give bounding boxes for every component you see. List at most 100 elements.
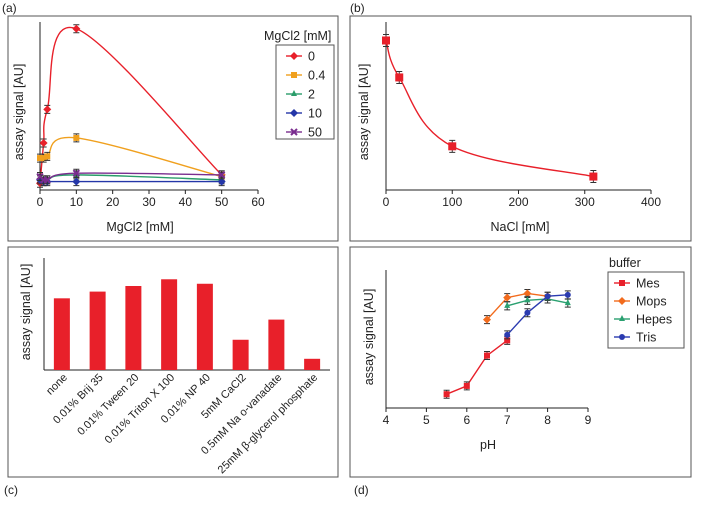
panel-d-legend-title: buffer: [609, 256, 641, 270]
panel-c-bar-1: [89, 291, 106, 370]
panel-d-xtick-label: 6: [463, 413, 470, 427]
panel-label-c: (c): [4, 483, 18, 497]
panel-a-legend-label: 0.4: [308, 69, 325, 83]
panel-d-legend-swatch-hepes: [619, 315, 625, 321]
panel-a-series-line-0: [39, 26, 223, 184]
panel-d-point-mes: [443, 391, 450, 398]
panel-a-legend-title: MgCl2 [mM]: [264, 29, 331, 43]
panel-d-point-tris: [524, 309, 531, 316]
panel-a-legend-box: [275, 44, 335, 140]
panel-c-bar-7: [304, 358, 321, 370]
panel-d-point-hepes: [564, 299, 571, 306]
panel-d-xtick-label: 4: [383, 413, 390, 427]
panel-a-legend-swatch-10: [290, 109, 298, 117]
panel-a-xtick-label: 50: [215, 195, 229, 209]
panel-a-xtick-label: 0: [37, 195, 44, 209]
panel-b-xtick-label: 300: [575, 195, 595, 209]
panel-d-xtick-label: 7: [504, 413, 511, 427]
panel-d-legend-label: Hepes: [636, 313, 672, 327]
panel-c-bar-0: [53, 298, 70, 370]
panel-a-point-10: [217, 177, 226, 186]
panel-c-ylabel: assay signal [AU]: [19, 264, 33, 361]
panel-a-point-0: [43, 105, 52, 114]
panel-a-xtick-label: 40: [179, 195, 193, 209]
panel-d-legend-label: Mes: [636, 277, 660, 291]
panel-d-legend-swatch-tris: [619, 334, 625, 340]
panel-a-legend-swatch-0: [290, 52, 298, 60]
panel-d-xtick-label: 9: [585, 413, 592, 427]
panel-label-b: (b): [350, 1, 365, 15]
panel-a-series-line-0.4: [39, 136, 222, 178]
panel-b-ylabel: assay signal [AU]: [357, 64, 371, 161]
panel-a-point-50: [43, 176, 51, 184]
panel-d-frame: [349, 246, 692, 478]
panel-a-xtick-label: 30: [142, 195, 156, 209]
panel-c-bar-2: [125, 286, 142, 370]
panel-d-point-mops: [523, 289, 532, 298]
panel-a-series-line-2: [39, 174, 222, 183]
panel-a-xtick-label: 20: [106, 195, 120, 209]
panel-d-point-tris: [564, 291, 571, 298]
panel-d-point-tris: [504, 331, 511, 338]
panel-label-a: (a): [2, 1, 17, 15]
panel-d-point-tris: [544, 293, 551, 300]
panel-c-bar-4: [196, 283, 213, 370]
panel-b-point-nacl: [395, 73, 404, 82]
panel-c-frame: [7, 246, 339, 478]
panel-d-series-line-mops: [486, 292, 548, 321]
panel-b-frame: [349, 15, 692, 242]
panel-a-xlabel: MgCl2 [mM]: [106, 220, 173, 234]
panel-a-legend-swatch-50: [290, 128, 298, 136]
panel-d-series-line-mes: [446, 339, 508, 395]
panel-a-xtick-label: 60: [251, 195, 265, 209]
panel-d-xtick-label: 8: [544, 413, 551, 427]
panel-d-point-mops: [503, 293, 512, 302]
panel-d-xtick-label: 5: [423, 413, 430, 427]
panel-b-xtick-label: 100: [442, 195, 462, 209]
panel-d-point-mes: [504, 337, 511, 344]
panel-a-legend-swatch-0.4: [291, 72, 297, 78]
panel-b-series-line-nacl: [385, 40, 594, 178]
panel-d-xlabel: pH: [480, 438, 496, 452]
panel-c-category-label: none: [44, 372, 70, 398]
panel-a-frame: [7, 15, 339, 242]
panel-a-ylabel: assay signal [AU]: [12, 64, 26, 161]
panel-a-legend-swatch-2: [291, 90, 297, 96]
panel-a-point-0: [39, 138, 48, 147]
panel-d-point-hepes: [504, 301, 511, 308]
panel-a-point-0.4: [44, 153, 51, 160]
panel-d-legend-label: Tris: [636, 331, 656, 345]
panel-a-legend-label: 50: [308, 126, 322, 140]
panel-c-category-label: 0.01% Tween 20: [75, 372, 141, 438]
panel-d-legend-swatch-mops: [618, 297, 626, 305]
panel-a-xtick-label: 10: [70, 195, 84, 209]
panel-d-legend-label: Mops: [636, 295, 667, 309]
panel-a-point-50: [217, 171, 226, 179]
panel-b-point-nacl: [589, 172, 598, 181]
panel-a-point-0.4: [40, 155, 47, 162]
panel-d-legend-swatch-mes: [619, 280, 625, 286]
panel-b-xtick-label: 0: [383, 195, 390, 209]
panel-a-point-0.4: [37, 155, 43, 162]
panel-a-series-line-10: [39, 179, 222, 183]
panel-b-xlabel: NaCl [mM]: [490, 220, 549, 234]
panel-a-point-10: [72, 177, 81, 186]
panel-b-xtick-label: 200: [508, 195, 528, 209]
panel-c-bar-5: [232, 339, 249, 370]
panel-d-point-hepes: [524, 296, 531, 303]
panel-a-legend-label: 0: [308, 50, 315, 64]
panel-b-point-nacl: [382, 36, 390, 45]
panel-d-series-line-tris: [506, 294, 568, 336]
panel-d-point-mes: [463, 382, 470, 389]
panel-b-xtick-label: 400: [641, 195, 661, 209]
panel-a-point-50: [72, 169, 81, 177]
panel-d-ylabel: assay signal [AU]: [362, 289, 376, 386]
panel-a-point-0: [72, 24, 81, 33]
panel-d-series-line-hepes: [507, 298, 568, 307]
panel-d-point-mops: [483, 315, 491, 324]
panel-d-point-mes: [484, 352, 490, 359]
panel-b-point-nacl: [448, 142, 457, 151]
panel-label-d: (d): [354, 483, 369, 497]
panel-a-point-0.4: [73, 134, 80, 141]
